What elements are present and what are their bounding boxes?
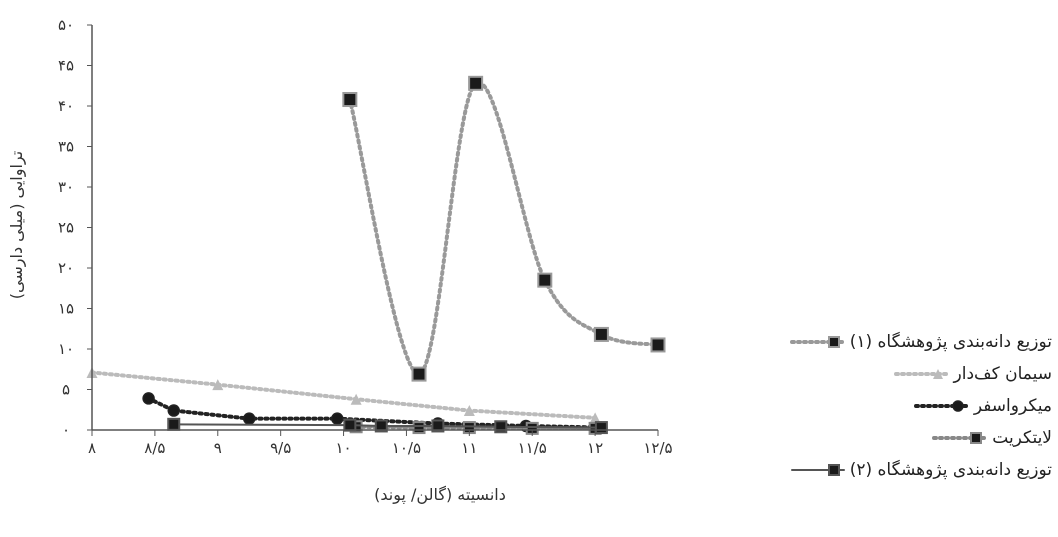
series-line <box>347 80 660 377</box>
series-2 <box>86 366 601 424</box>
x-tick-label: ۱۰/۵ <box>392 439 421 457</box>
legend-marker <box>827 464 840 476</box>
y-tick-label: ۲۰ <box>58 259 74 277</box>
legend-swatch <box>932 432 989 444</box>
data-point <box>374 419 388 433</box>
legend-swatch <box>790 464 845 476</box>
legend-marker <box>932 369 943 379</box>
legend-marker <box>970 432 983 444</box>
data-point <box>463 405 475 417</box>
y-tick-label: ۳۰ <box>58 178 74 196</box>
data-point <box>537 272 553 288</box>
y-axis-title: تراوایی (میلی دارسی) <box>7 151 27 299</box>
legend: توزیع دانه‌بندی پژوهشگاه (۱) سیمان کف‌دار… <box>752 326 1052 486</box>
y-tick-label: ۴۰ <box>58 97 74 115</box>
legend-item: توزیع دانه‌بندی پژوهشگاه (۲) <box>752 454 1052 486</box>
legend-label: لایتکریت <box>992 428 1052 448</box>
x-tick-label: ۱۱/۵ <box>518 439 547 457</box>
data-point <box>343 418 357 432</box>
y-tick-label: ۱۵ <box>58 300 74 318</box>
x-tick-label: ۸ <box>88 439 96 457</box>
data-point <box>411 366 427 382</box>
data-point <box>142 392 155 405</box>
legend-swatch <box>789 336 846 348</box>
legend-swatch <box>893 369 950 379</box>
legend-item: لایتکریت <box>752 422 1052 454</box>
data-point <box>431 419 445 433</box>
data-point <box>468 75 484 91</box>
legend-swatch <box>913 400 970 412</box>
legend-label: توزیع دانه‌بندی پژوهشگاه (۲) <box>849 460 1052 480</box>
x-tick-label: ۱۲ <box>587 439 603 457</box>
data-point <box>342 92 358 108</box>
data-point <box>167 417 181 431</box>
x-tick-label: ۹ <box>214 439 222 457</box>
x-axis-title: دانسیته (گالن/ پوند) <box>374 485 506 505</box>
legend-item: سیمان کف‌دار <box>752 358 1052 390</box>
series-5 <box>167 417 608 435</box>
y-tick-label: ۲۵ <box>58 219 74 237</box>
series-1 <box>342 75 666 382</box>
y-tick-label: ۱۰ <box>58 340 74 358</box>
axes: ۰ ۵ ۱۰ ۱۵ ۲۰ ۲۵ ۳۰ ۳۵ ۴۰ ۴۵ ۵۰ ۸ ۸/۵ ۹ ۹/۵ ۱۰ ۱۰/۵ ۱۱ ۱۱/۵… <box>58 16 673 457</box>
legend-marker <box>952 400 964 412</box>
series-line <box>172 423 603 429</box>
series-line <box>90 370 598 420</box>
y-tick-label: ۵ <box>62 381 70 399</box>
legend-item: میکرواسفر <box>752 390 1052 422</box>
series-layer <box>86 75 666 435</box>
data-point <box>412 421 426 435</box>
legend-label: سیمان کف‌دار <box>953 364 1052 384</box>
x-tick-label: ۱۲/۵ <box>643 439 672 457</box>
y-tick-label: ۴۵ <box>58 57 74 75</box>
data-point <box>242 412 256 425</box>
data-point <box>494 420 508 434</box>
data-point <box>593 326 609 342</box>
legend-label: توزیع دانه‌بندی پژوهشگاه (۱) <box>849 332 1052 352</box>
x-tick-label: ۸/۵ <box>144 439 165 457</box>
legend-label: میکرواسفر <box>973 396 1052 416</box>
data-point <box>350 393 362 405</box>
x-tick-label: ۹/۵ <box>270 439 291 457</box>
data-point <box>589 412 601 424</box>
data-point <box>331 412 344 425</box>
y-tick-label: ۳۵ <box>58 138 74 156</box>
y-tick-label: ۰ <box>62 421 70 439</box>
legend-item: توزیع دانه‌بندی پژوهشگاه (۱) <box>752 326 1052 358</box>
y-tick-label: ۵۰ <box>58 16 74 34</box>
data-point <box>167 404 181 417</box>
data-point <box>212 379 224 391</box>
x-tick-label: ۱۱ <box>461 439 477 457</box>
data-point <box>650 337 666 353</box>
data-point <box>594 421 608 435</box>
legend-marker <box>827 336 840 348</box>
x-tick-label: ۱۰ <box>335 439 351 457</box>
